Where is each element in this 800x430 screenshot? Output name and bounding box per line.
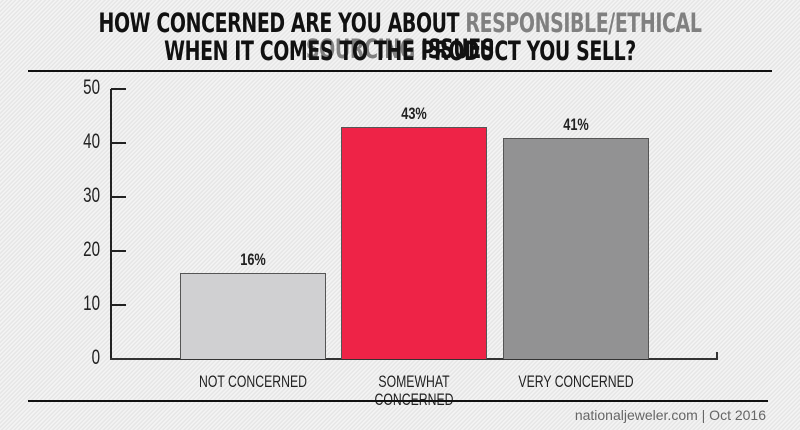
- bar-value-label: 41%: [563, 114, 589, 134]
- title-text: HOW CONCERNED ARE YOU ABOUT: [98, 8, 466, 39]
- x-axis-end-tick: [716, 352, 718, 359]
- y-tick-label: 30: [83, 184, 100, 207]
- y-tick-label: 50: [83, 76, 100, 99]
- y-tick-label: 10: [83, 292, 100, 315]
- y-tick: [111, 196, 126, 198]
- x-axis: [110, 358, 718, 360]
- y-axis: [110, 89, 112, 360]
- source-credit: nationaljeweler.com | Oct 2016: [574, 407, 766, 423]
- bar-value-label: 16%: [240, 249, 266, 269]
- bar-1: [341, 126, 487, 359]
- category-label: VERY CONCERNED: [518, 372, 634, 391]
- y-tick: [111, 304, 126, 306]
- y-tick: [111, 88, 126, 90]
- top-divider: [28, 70, 772, 72]
- bar-0: [180, 272, 326, 359]
- y-tick-label: 20: [83, 238, 100, 261]
- bar-value-label: 43%: [401, 103, 427, 123]
- y-tick: [111, 250, 126, 252]
- title-highlight: RESPONSIBLE/ETHICAL SOURCING: [305, 8, 702, 65]
- y-tick: [111, 142, 126, 144]
- category-label: NOT CONCERNED: [199, 372, 307, 391]
- chart-title-line-1: HOW CONCERNED ARE YOU ABOUT RESPONSIBLE/…: [88, 8, 712, 65]
- title-text: ISSUES: [414, 34, 495, 65]
- bar-2: [503, 137, 649, 359]
- category-label: SOMEWHAT CONCERNED: [375, 372, 454, 409]
- bottom-divider: [28, 400, 768, 402]
- y-tick-label: 0: [91, 346, 100, 369]
- chart-title-line-2: WHEN IT COMES TO THE PRODUCT YOU SELL?: [164, 36, 636, 67]
- y-tick-label: 40: [83, 130, 100, 153]
